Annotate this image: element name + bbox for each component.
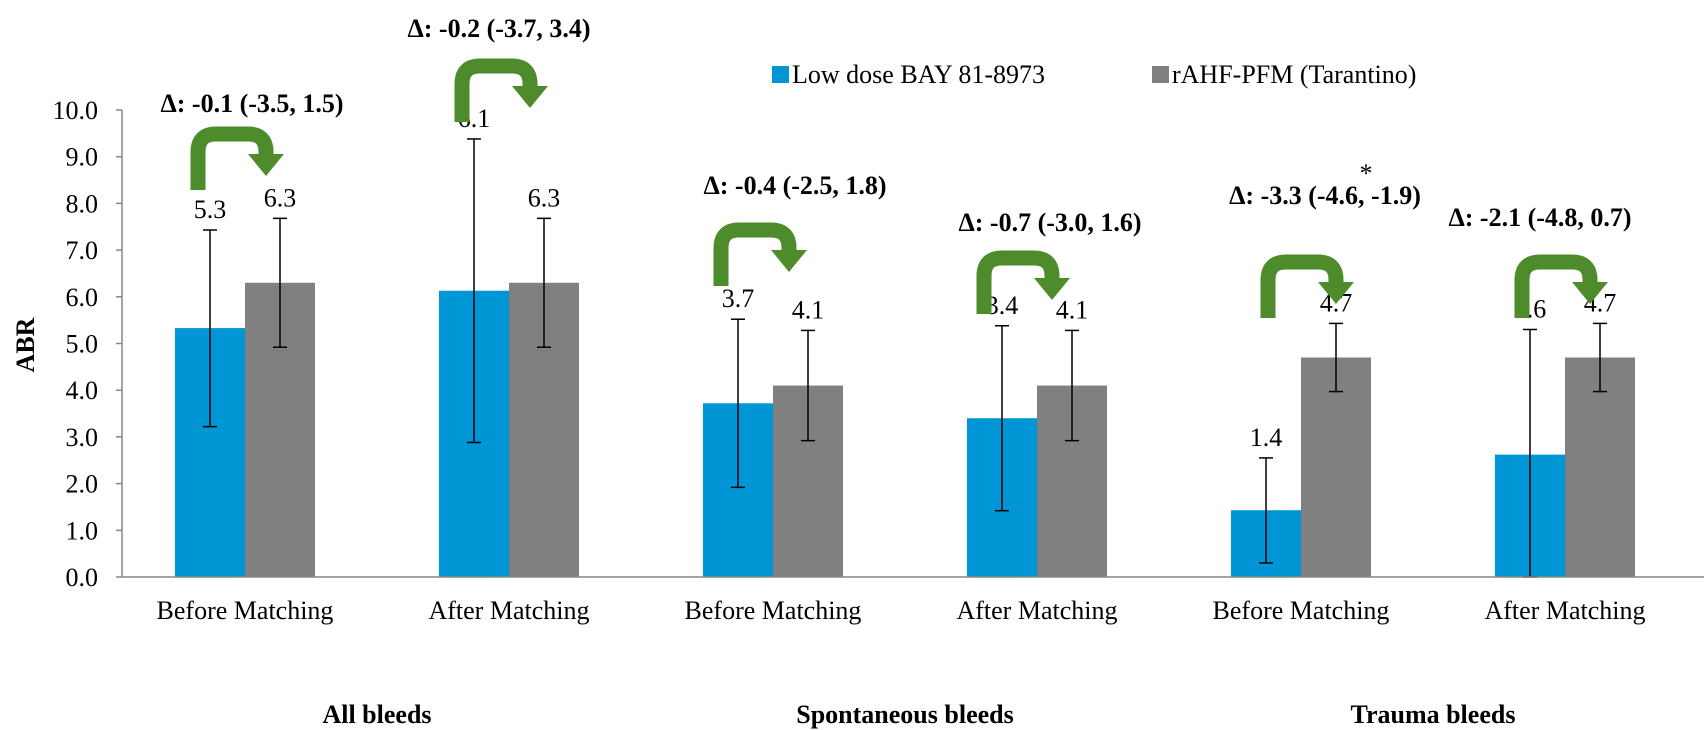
delta-arrow bbox=[713, 222, 797, 286]
data-label: 6.3 bbox=[264, 183, 297, 212]
group-label: All bleeds bbox=[322, 700, 431, 729]
legend-swatch-tarantino bbox=[1152, 66, 1169, 83]
x-tick-label: Before Matching bbox=[685, 596, 862, 625]
group-label: Trauma bleeds bbox=[1351, 700, 1516, 729]
delta-arrow bbox=[454, 58, 538, 122]
delta-annotation: Δ: -0.2 (-3.7, 3.4) bbox=[407, 14, 590, 43]
delta-arrow-head bbox=[512, 86, 548, 108]
data-label: 4.1 bbox=[1056, 295, 1089, 324]
y-tick-label: 5.0 bbox=[66, 330, 99, 359]
y-tick-label: 0.0 bbox=[66, 563, 99, 592]
x-tick-label: After Matching bbox=[1484, 596, 1645, 625]
delta-annotation: Δ: -0.7 (-3.0, 1.6) bbox=[958, 208, 1141, 237]
y-tick-label: 2.0 bbox=[66, 470, 99, 499]
data-label: 1.4 bbox=[1250, 423, 1283, 452]
x-tick-label: Before Matching bbox=[157, 596, 334, 625]
legend-swatch-low-dose bbox=[772, 66, 789, 83]
x-tick-label: After Matching bbox=[956, 596, 1117, 625]
y-axis-label: ABR bbox=[11, 317, 40, 372]
legend-label: rAHF-PFM (Tarantino) bbox=[1172, 60, 1416, 89]
y-tick-label: 4.0 bbox=[66, 376, 99, 405]
y-tick-label: 3.0 bbox=[66, 423, 99, 452]
y-tick-label: 1.0 bbox=[66, 516, 99, 545]
delta-arrow bbox=[1514, 254, 1598, 318]
x-tick-label: After Matching bbox=[428, 596, 589, 625]
delta-arrow-head bbox=[1318, 282, 1354, 304]
delta-annotation: Δ: -2.1 (-4.8, 0.7) bbox=[1448, 203, 1631, 232]
significance-marker: * bbox=[1360, 159, 1373, 188]
bar-tarantino bbox=[1565, 357, 1635, 577]
data-label: 5.3 bbox=[194, 195, 227, 224]
delta-annotation: Δ: -0.1 (-3.5, 1.5) bbox=[160, 89, 343, 118]
delta-arrow-head bbox=[248, 154, 284, 176]
delta-annotation: Δ: -3.3 (-4.6, -1.9) bbox=[1229, 181, 1421, 210]
delta-annotation: Δ: -0.4 (-2.5, 1.8) bbox=[703, 171, 886, 200]
y-tick-label: 8.0 bbox=[66, 189, 99, 218]
delta-arrow bbox=[1260, 254, 1344, 318]
delta-arrow bbox=[976, 250, 1060, 314]
delta-arrow bbox=[190, 126, 274, 190]
y-tick-label: 6.0 bbox=[66, 283, 99, 312]
y-tick-label: 10.0 bbox=[53, 96, 99, 125]
data-label: 4.1 bbox=[792, 295, 825, 324]
data-label: 3.7 bbox=[722, 284, 755, 313]
group-label: Spontaneous bleeds bbox=[796, 700, 1013, 729]
y-tick-label: 7.0 bbox=[66, 236, 99, 265]
data-label: 6.3 bbox=[528, 183, 561, 212]
bar-tarantino bbox=[1301, 357, 1371, 577]
x-tick-label: Before Matching bbox=[1213, 596, 1390, 625]
delta-arrow-head bbox=[1034, 278, 1070, 300]
y-tick-label: 9.0 bbox=[66, 143, 99, 172]
delta-arrow-head bbox=[771, 250, 807, 272]
legend-label: Low dose BAY 81-8973 bbox=[792, 60, 1045, 89]
delta-arrow-head bbox=[1572, 282, 1608, 304]
